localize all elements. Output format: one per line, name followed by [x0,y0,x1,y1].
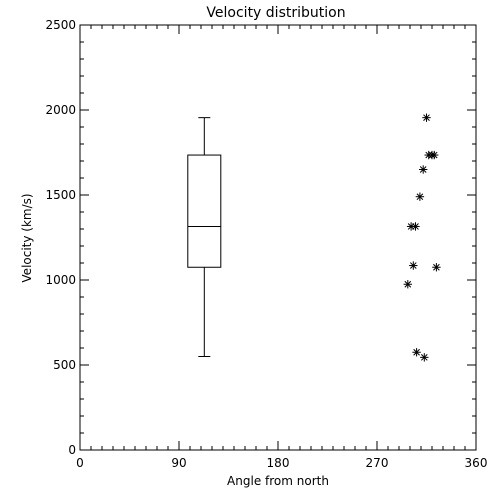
data-point [416,193,424,201]
x-tick-label: 360 [465,456,488,470]
data-point [419,165,427,173]
x-tick-label: 180 [267,456,290,470]
x-tick-label: 270 [366,456,389,470]
data-point [409,261,417,269]
data-point [432,263,440,271]
x-tick-label: 90 [171,456,186,470]
axis-ticks [80,25,476,450]
x-axis-label: Angle from north [227,474,329,488]
y-tick-label: 2000 [45,103,76,117]
data-point [411,222,419,230]
y-tick-label: 1500 [45,188,76,202]
boxplot [188,118,221,357]
y-tick-label: 2500 [45,18,76,32]
y-tick-label: 1000 [45,273,76,287]
data-point [420,353,428,361]
x-tick-label: 0 [76,456,84,470]
scatter-points [404,113,441,361]
y-tick-label: 500 [53,358,76,372]
chart-title: Velocity distribution [206,5,345,21]
data-point [404,280,412,288]
y-axis-label: Velocity (km/s) [20,193,34,282]
tick-labels: 0 90 180 270 360 0 500 1000 1500 2000 2500 [45,18,487,470]
data-point [412,348,420,356]
data-point [422,113,430,121]
box-iqr [188,155,221,267]
y-tick-label: 0 [68,443,76,457]
plot-frame [80,25,476,450]
data-point [430,151,438,159]
